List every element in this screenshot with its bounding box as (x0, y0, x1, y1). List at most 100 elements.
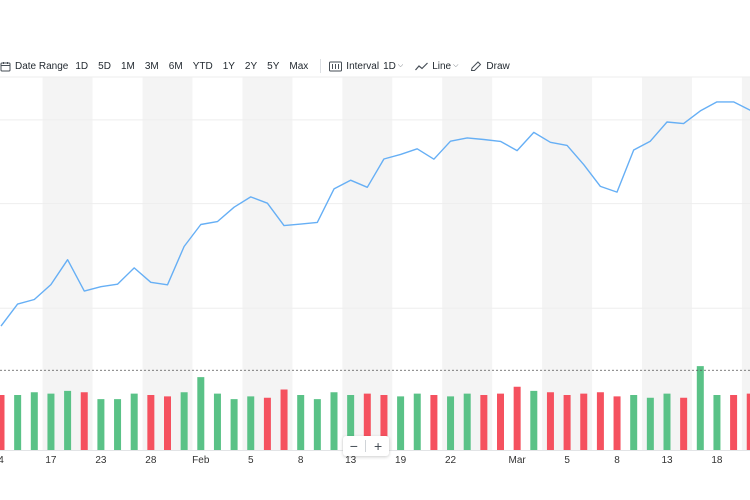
volume-bar (330, 392, 338, 450)
price-point (466, 137, 468, 139)
volume-bar (64, 390, 72, 450)
price-point (300, 223, 302, 225)
volume-bar (30, 392, 38, 450)
x-tick-label: 13 (345, 455, 357, 466)
volume-bar (513, 386, 521, 450)
price-point (500, 141, 502, 143)
zoom-out-button[interactable]: − (349, 438, 358, 454)
range-max[interactable]: Max (289, 60, 309, 72)
price-point (600, 186, 602, 188)
zoom-divider (365, 440, 367, 452)
volume-bar (180, 392, 188, 450)
volume-bar (730, 395, 738, 450)
price-point (649, 140, 651, 142)
volume-bar (247, 396, 255, 450)
price-point (0, 325, 2, 327)
volume-bar (297, 395, 305, 450)
gridlines (0, 76, 750, 309)
price-point (533, 132, 535, 134)
volume-bar (497, 393, 504, 450)
x-tick-label: 5 (564, 455, 570, 466)
chevron-down-icon: ⌵ (397, 62, 404, 69)
price-series-line (0, 101, 750, 327)
x-tick-label: 13 (661, 455, 673, 466)
range-5y[interactable]: 5Y (267, 60, 280, 72)
line-chart-icon (415, 61, 429, 72)
range-1m[interactable]: 1M (120, 60, 135, 72)
week-band (142, 77, 193, 450)
date-range-label: Date Range (15, 60, 69, 72)
price-point (383, 158, 385, 160)
x-tick-label: 8 (614, 455, 620, 466)
price-point (683, 123, 685, 125)
volume-bar (397, 396, 405, 450)
x-tick-label: Feb (192, 455, 210, 466)
volume-bar (313, 399, 321, 450)
volume-bar (546, 392, 554, 450)
x-tick-label: 8 (298, 455, 304, 466)
price-point (117, 283, 119, 285)
range-2y[interactable]: 2Y (244, 60, 258, 72)
week-band (741, 77, 750, 450)
interval-label: Interval (346, 60, 380, 72)
range-1y[interactable]: 1Y (222, 60, 235, 72)
volume-bar (746, 393, 750, 450)
range-6m[interactable]: 6M (168, 60, 183, 72)
volume-bar (430, 395, 438, 450)
volume-bar (363, 393, 371, 450)
price-line (0, 101, 750, 327)
price-point (450, 140, 452, 142)
date-range-button[interactable]: Date Range (0, 61, 68, 72)
volume-bar (263, 397, 271, 450)
week-band (342, 77, 393, 450)
range-3m[interactable]: 3M (144, 60, 159, 72)
chevron-down-icon: ⌵ (453, 62, 459, 69)
volume-bar (696, 366, 704, 450)
volume-bar (563, 395, 571, 450)
price-point (233, 206, 235, 208)
volume-bar (114, 399, 122, 450)
zoom-in-button[interactable]: + (374, 438, 383, 454)
x-tick-label: 18 (711, 455, 723, 466)
price-point (316, 222, 318, 224)
volume-bar (580, 393, 588, 450)
draw-button[interactable]: Draw (470, 61, 510, 72)
price-point (50, 284, 52, 286)
volume-bar (596, 392, 604, 450)
zoom-controls: − + (343, 436, 389, 456)
price-point (267, 202, 269, 204)
price-point (333, 188, 335, 190)
volume-bar (280, 389, 288, 450)
week-bands (42, 77, 750, 450)
range-ytd[interactable]: YTD (192, 60, 213, 72)
volume-bar (230, 399, 238, 450)
volume-bar (663, 393, 671, 450)
price-point (67, 259, 69, 261)
price-point (150, 281, 152, 283)
volume-bar (130, 393, 138, 450)
price-point (583, 164, 585, 166)
x-tick-label: 5 (248, 455, 254, 466)
volume-bar (530, 390, 538, 450)
volume-bar (630, 395, 638, 450)
volume-bar (164, 396, 171, 450)
x-tick-label: 23 (95, 455, 107, 466)
chart-type-button[interactable]: Line ⌵ (415, 61, 458, 72)
volume-bar (47, 393, 55, 450)
candlestick-icon (329, 61, 343, 72)
price-point (566, 145, 568, 147)
volume-bar (413, 393, 421, 450)
volume-bar (213, 393, 221, 450)
price-point (666, 121, 668, 123)
range-1d[interactable]: 1D (75, 60, 89, 72)
chart-toolbar: Date Range 1D 5D 1M 3M 6M YTD 1Y 2Y 5Y M… (0, 55, 750, 77)
price-point (400, 154, 402, 156)
range-5d[interactable]: 5D (98, 60, 111, 72)
price-point (516, 150, 518, 152)
x-tick-label: 19 (395, 455, 407, 466)
volume-bar (380, 395, 388, 450)
volume-bar (14, 395, 22, 450)
interval-button[interactable]: Interval 1D ⌵ (329, 61, 403, 72)
volume-bar (80, 392, 88, 450)
